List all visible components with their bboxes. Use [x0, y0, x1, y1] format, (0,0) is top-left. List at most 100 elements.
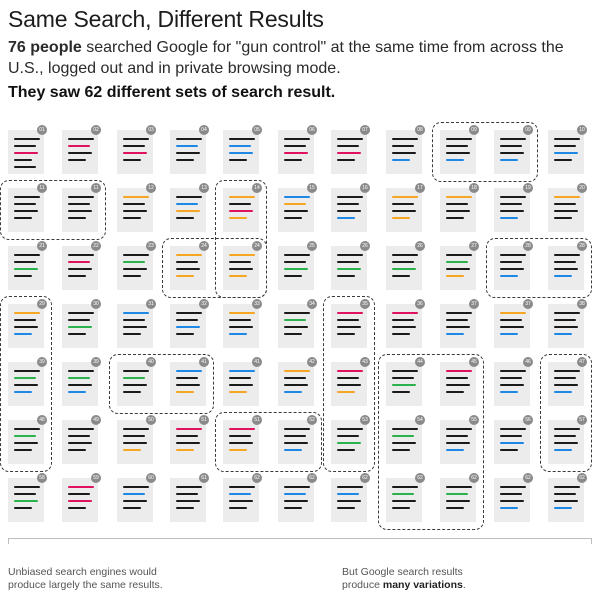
result-card: [62, 130, 98, 174]
result-line-black: [123, 268, 147, 270]
result-line-black: [284, 377, 306, 379]
result-line-black: [176, 333, 194, 335]
result-line-black: [229, 507, 247, 509]
result-line-black: [68, 152, 92, 154]
page-title: Same Search, Different Results: [8, 6, 324, 32]
result-line-orange: [392, 217, 410, 219]
result-card: [331, 130, 367, 174]
result-line-blue: [500, 159, 518, 161]
result-card: [278, 362, 314, 406]
result-line-black: [500, 326, 524, 328]
result-number-badge: 06: [307, 125, 317, 135]
result-line-orange: [176, 391, 194, 393]
result-line-black: [176, 377, 198, 379]
result-card: [494, 246, 530, 290]
footer-left-line1: Unbiased search engines would: [8, 566, 157, 578]
result-card: [548, 246, 584, 290]
result-line-blue: [554, 391, 572, 393]
result-line-green: [123, 261, 145, 263]
result-number-badge: 39: [91, 357, 101, 367]
result-line-black: [229, 326, 253, 328]
result-line-black: [123, 275, 141, 277]
result-line-pink: [337, 370, 363, 372]
result-line-black: [554, 312, 580, 314]
result-line-black: [446, 442, 470, 444]
result-line-orange: [176, 275, 194, 277]
result-number-badge: 62: [360, 473, 370, 483]
result-card: [223, 478, 259, 522]
result-line-black: [446, 377, 468, 379]
result-number-badge: 26: [415, 241, 425, 251]
result-line-orange: [123, 449, 141, 451]
result-group-outline: [215, 412, 322, 472]
result-line-black: [68, 442, 92, 444]
result-line-black: [68, 275, 86, 277]
result-line-black: [392, 333, 410, 335]
result-card: [386, 188, 422, 232]
result-line-green: [446, 493, 468, 495]
result-card: [117, 420, 153, 464]
result-line-black: [500, 384, 524, 386]
result-line-black: [68, 493, 90, 495]
result-line-black: [284, 435, 306, 437]
result-line-green: [14, 435, 36, 437]
result-line-blue: [284, 196, 310, 198]
result-line-orange: [229, 449, 247, 451]
result-number-badge: 14: [252, 183, 262, 193]
result-line-black: [392, 152, 416, 154]
result-number-badge: 31: [146, 299, 156, 309]
result-card: [440, 130, 476, 174]
result-line-black: [14, 210, 38, 212]
footer-right-prefix: produce: [342, 579, 383, 591]
result-number-badge: 35: [360, 299, 370, 309]
result-line-black: [392, 449, 410, 451]
result-line-black: [446, 138, 472, 140]
highlight-line: They saw 62 different sets of search res…: [8, 84, 336, 101]
result-number-badge: 32: [199, 299, 209, 309]
result-line-green: [337, 268, 361, 270]
result-number-badge: 39: [37, 357, 47, 367]
result-line-orange: [284, 203, 306, 205]
result-number-badge: 20: [577, 183, 587, 193]
result-line-black: [229, 319, 251, 321]
result-card: [62, 304, 98, 348]
result-line-black: [392, 210, 416, 212]
result-number-badge: 62: [415, 473, 425, 483]
result-card: [62, 362, 98, 406]
result-line-orange: [500, 312, 526, 314]
result-line-black: [446, 145, 468, 147]
result-line-pink: [337, 152, 361, 154]
result-line-blue: [176, 145, 198, 147]
result-line-black: [284, 486, 310, 488]
result-line-black: [176, 486, 202, 488]
result-line-black: [446, 384, 470, 386]
result-number-badge: 45: [469, 357, 479, 367]
result-line-pink: [446, 370, 472, 372]
result-card: [223, 188, 259, 232]
result-line-black: [14, 145, 36, 147]
result-line-black: [500, 210, 524, 212]
result-group-outline: [432, 122, 538, 182]
result-line-black: [284, 333, 302, 335]
result-number-badge: 09: [523, 125, 533, 135]
result-line-orange: [229, 312, 255, 314]
result-line-black: [229, 138, 255, 140]
result-line-black: [446, 507, 464, 509]
result-line-black: [123, 138, 149, 140]
result-line-black: [68, 319, 90, 321]
result-line-black: [176, 312, 202, 314]
result-line-black: [229, 500, 253, 502]
result-card: [386, 246, 422, 290]
result-line-green: [284, 268, 308, 270]
result-group-outline: [486, 238, 592, 298]
result-line-black: [554, 319, 576, 321]
result-group-outline: [109, 354, 214, 414]
result-line-green: [284, 319, 306, 321]
result-line-blue: [446, 449, 464, 451]
result-card: [278, 420, 314, 464]
result-card: [8, 130, 44, 174]
result-line-black: [123, 254, 149, 256]
result-line-black: [392, 391, 410, 393]
footer-left: Unbiased search engines would produce la…: [8, 566, 163, 592]
result-number-badge: 30: [91, 299, 101, 309]
